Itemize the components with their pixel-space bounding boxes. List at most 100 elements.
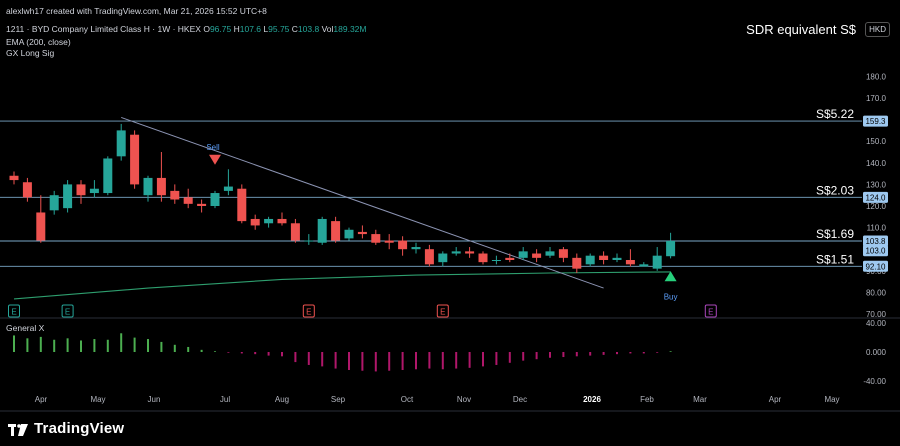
- author-line: alexlwh17 created with TradingView.com, …: [6, 6, 267, 16]
- candle-body: [277, 218, 287, 224]
- osc-tick-label: 0.000: [866, 348, 887, 357]
- oscillator-title: General X: [6, 323, 45, 333]
- y-tick-label: 180.0: [866, 72, 887, 81]
- candle-body: [411, 247, 421, 250]
- candle-body: [465, 251, 475, 254]
- y-tick-label: 150.0: [866, 137, 887, 146]
- price-tag-current: [863, 245, 888, 257]
- candle-body: [76, 184, 86, 196]
- candle-body: [344, 229, 354, 239]
- candle-body: [264, 218, 274, 224]
- earnings-event-marker: [704, 304, 717, 318]
- price-tag: [863, 115, 888, 127]
- candle-body: [666, 240, 676, 257]
- price-tag-label: 92.10: [865, 262, 886, 271]
- tradingview-logo-icon: [8, 423, 28, 436]
- candle-body: [290, 223, 300, 241]
- y-tick-label: 110.0: [867, 224, 887, 233]
- price-tag-label: 159.3: [865, 117, 886, 126]
- earnings-event-label: E: [440, 308, 445, 317]
- candle-body: [197, 203, 207, 206]
- osc-tick-label: 40.00: [866, 319, 887, 328]
- symbol-line: 1211 · BYD Company Limited Class H · 1W …: [6, 24, 367, 34]
- candle-body: [210, 193, 220, 206]
- candle-body: [639, 264, 649, 267]
- level-label: S$1.69: [816, 227, 854, 241]
- x-tick-label: Sep: [331, 395, 346, 404]
- tradingview-logo[interactable]: TradingView: [8, 420, 124, 437]
- x-tick-label: May: [824, 395, 839, 404]
- candle-body: [652, 255, 662, 269]
- candle-body: [223, 186, 233, 191]
- footer: [0, 412, 900, 446]
- candle-body: [398, 240, 408, 250]
- sdr-label: SDR equivalent S$: [746, 22, 856, 37]
- candle-body: [558, 249, 568, 258]
- candle-body: [518, 251, 528, 258]
- y-tick-label: 170.0: [866, 94, 887, 103]
- buy-signal-marker: [664, 271, 677, 282]
- level-label: S$2.03: [816, 183, 854, 197]
- y-tick-label: 70.00: [866, 310, 887, 319]
- candle-body: [250, 218, 260, 226]
- tradingview-brand: TradingView: [34, 420, 125, 437]
- candle-body: [371, 234, 381, 243]
- indicator-gx-long-sig[interactable]: GX Long Sig: [6, 48, 55, 58]
- candle-body: [545, 251, 555, 256]
- candle-body: [103, 158, 113, 194]
- currency-badge[interactable]: HKD: [865, 22, 890, 37]
- earnings-event-label: E: [65, 308, 70, 317]
- candle-body: [572, 257, 582, 269]
- candle-body: [130, 134, 140, 185]
- candle-body: [237, 188, 247, 222]
- earnings-event-label: E: [708, 308, 713, 317]
- candle-body: [170, 190, 180, 200]
- ema-line: [13, 271, 671, 300]
- candle-body: [63, 184, 73, 209]
- price-tag: [863, 235, 888, 247]
- x-tick-label: Nov: [457, 395, 471, 404]
- candle-body: [491, 260, 501, 261]
- candle-body: [599, 255, 609, 260]
- level-label: S$5.22: [816, 107, 854, 121]
- x-tick-label: Mar: [693, 395, 707, 404]
- x-tick-label: Oct: [401, 395, 414, 404]
- ohlc-open: O96.75: [203, 24, 232, 34]
- x-tick-label: May: [90, 395, 105, 404]
- price-tag: [863, 191, 888, 203]
- candle-body: [49, 195, 59, 211]
- x-tick-label: Jun: [148, 395, 161, 404]
- price-tag-label: 103.8: [865, 237, 886, 246]
- x-tick-label: Apr: [35, 395, 48, 404]
- candle-body: [424, 249, 434, 265]
- candle-body: [143, 177, 153, 196]
- symbol-title[interactable]: 1211 · BYD Company Limited Class H · 1W …: [6, 24, 201, 34]
- y-tick-label: 80.00: [866, 288, 887, 297]
- earnings-event-marker: [436, 304, 449, 318]
- candle-body: [89, 188, 99, 194]
- y-tick-label: 120.0: [866, 202, 887, 211]
- earnings-event-marker: [8, 304, 20, 318]
- candle-body: [612, 257, 622, 260]
- price-chart[interactable]: 70.0080.0090.00100.0110.0120.0130.0140.0…: [0, 0, 900, 319]
- earnings-event-marker: [61, 304, 74, 318]
- candle-body: [585, 255, 595, 265]
- candle-body: [331, 221, 341, 241]
- candle-body: [451, 251, 461, 254]
- oscillator-chart[interactable]: General X 40.00 0.000 -40.00 Apr May Jun Jul Aug…: [0, 319, 900, 412]
- volume: Vol189.32M: [321, 24, 367, 34]
- level-label: S$1.51: [816, 252, 854, 266]
- candle-body: [183, 197, 193, 204]
- buy-signal-label: Buy: [664, 292, 678, 301]
- candle-body: [384, 240, 394, 243]
- sell-signal-label: Sell: [206, 143, 220, 152]
- earnings-event-marker: [302, 304, 315, 318]
- price-tag: [863, 260, 888, 272]
- x-tick-label: Jul: [220, 395, 230, 404]
- ohlc-high: H107.6: [233, 24, 262, 34]
- earnings-event-label: E: [306, 308, 311, 317]
- osc-tick-label: -40.00: [863, 377, 886, 386]
- candle-body: [438, 253, 448, 263]
- x-tick-label: 2026: [583, 395, 601, 404]
- indicator-ema[interactable]: EMA (200, close): [6, 37, 71, 47]
